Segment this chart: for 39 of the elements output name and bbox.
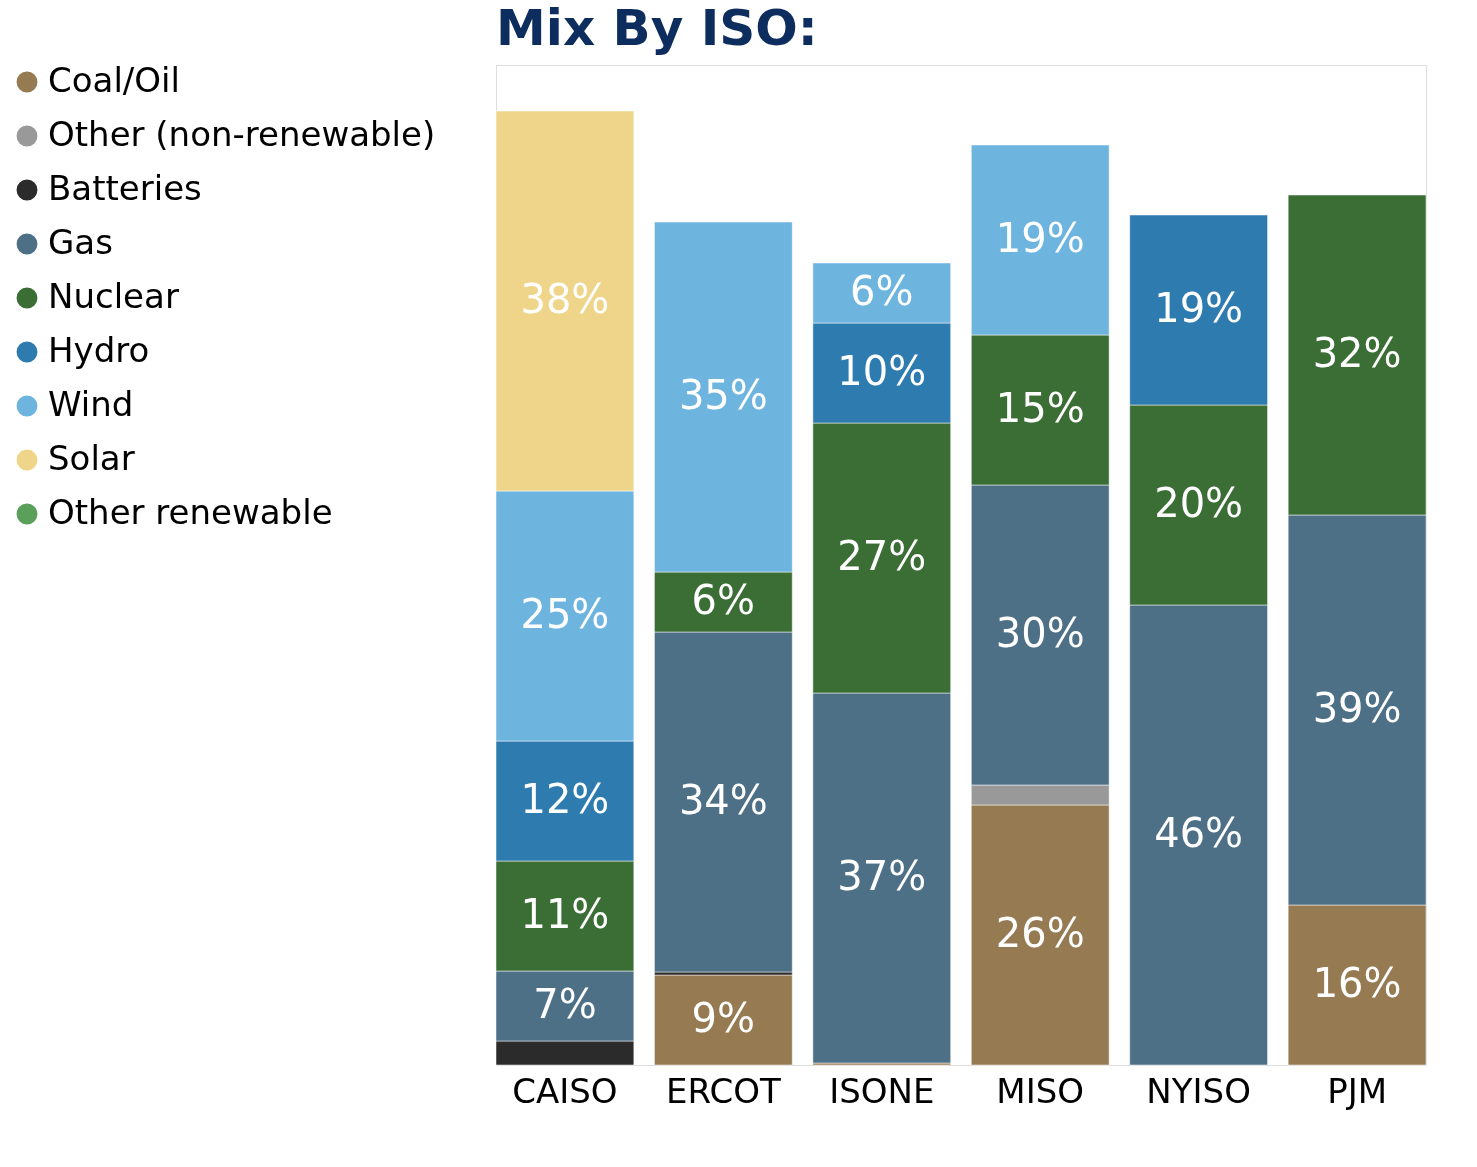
x-tick-label: PJM (1327, 1070, 1388, 1111)
data-label: 16% (1312, 960, 1402, 1006)
data-label: 11% (520, 891, 610, 937)
data-label: 38% (520, 276, 610, 322)
legend-label: Solar (48, 438, 135, 478)
x-tick-label: NYISO (1146, 1070, 1251, 1111)
data-label: 10% (837, 348, 927, 394)
legend-label: Hydro (48, 330, 150, 370)
data-label: 7% (533, 981, 597, 1027)
chart-title: Mix By ISO: (496, 0, 818, 57)
data-label: 46% (1154, 810, 1244, 856)
legend-label: Nuclear (48, 276, 179, 316)
data-label: 39% (1312, 685, 1402, 731)
data-label: 34% (678, 777, 768, 823)
legend-label: Wind (48, 384, 134, 424)
data-label: 19% (1154, 285, 1244, 331)
data-label: 30% (995, 610, 1085, 656)
legend-label: Other (non-renewable) (48, 114, 436, 154)
legend-label: Other renewable (48, 492, 333, 532)
data-label: 27% (837, 533, 927, 579)
x-tick-label: ISONE (829, 1070, 935, 1111)
data-label: 6% (850, 268, 914, 314)
legend-label: Gas (48, 222, 113, 262)
data-label: 35% (678, 372, 768, 418)
legend-label: Batteries (48, 168, 202, 208)
data-label: 9% (691, 995, 756, 1041)
data-label: 6% (691, 577, 756, 623)
data-label: 19% (995, 215, 1085, 261)
data-label: 32% (1312, 330, 1402, 376)
data-label: 20% (1154, 480, 1244, 526)
data-label: 25% (520, 591, 610, 637)
x-tick-label: MISO (996, 1070, 1085, 1111)
data-label: 26% (995, 910, 1085, 956)
data-label: 37% (837, 853, 927, 899)
data-label: 12% (520, 776, 610, 822)
x-tick-label: ERCOT (666, 1070, 781, 1111)
legend-label: Coal/Oil (48, 60, 180, 100)
x-tick-label: CAISO (512, 1070, 618, 1111)
data-label: 15% (995, 385, 1085, 431)
